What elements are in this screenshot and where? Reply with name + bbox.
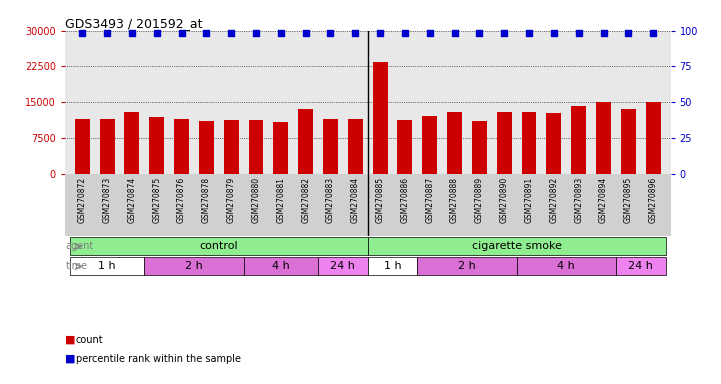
Text: GSM270892: GSM270892 [549, 177, 558, 223]
Point [424, 30, 435, 36]
Point [300, 30, 311, 36]
Bar [99, 119, 115, 174]
Bar [368, 237, 665, 255]
Text: GSM270881: GSM270881 [276, 177, 286, 223]
Bar [224, 120, 239, 174]
Text: GSM270888: GSM270888 [450, 177, 459, 223]
Text: time: time [66, 262, 87, 271]
Point [275, 30, 287, 36]
Text: GSM270874: GSM270874 [128, 177, 136, 223]
Text: GSM270895: GSM270895 [624, 177, 633, 223]
Text: 1 h: 1 h [98, 262, 116, 271]
Bar [70, 237, 368, 255]
Bar [616, 258, 665, 275]
Point [399, 30, 411, 36]
Point [498, 30, 510, 36]
Text: 4 h: 4 h [272, 262, 290, 271]
Text: ■: ■ [65, 335, 76, 345]
Bar [621, 109, 636, 174]
Bar [646, 102, 660, 174]
Point [151, 30, 162, 36]
Text: 2 h: 2 h [185, 262, 203, 271]
Bar [447, 112, 462, 174]
Bar [571, 106, 586, 174]
Bar [144, 258, 244, 275]
Text: 4 h: 4 h [557, 262, 575, 271]
Bar [174, 119, 189, 174]
Text: GSM270880: GSM270880 [252, 177, 260, 223]
Text: 24 h: 24 h [628, 262, 653, 271]
Text: GSM270875: GSM270875 [152, 177, 162, 223]
Text: GSM270893: GSM270893 [574, 177, 583, 223]
Bar [373, 62, 388, 174]
Text: 2 h: 2 h [458, 262, 476, 271]
Text: GDS3493 / 201592_at: GDS3493 / 201592_at [65, 17, 203, 30]
Point [324, 30, 336, 36]
Text: GSM270889: GSM270889 [475, 177, 484, 223]
Point [598, 30, 609, 36]
Bar [70, 258, 144, 275]
Bar [517, 258, 616, 275]
Text: control: control [200, 242, 238, 252]
Point [350, 30, 361, 36]
Text: GSM270896: GSM270896 [649, 177, 658, 223]
Text: count: count [76, 335, 103, 345]
Point [647, 30, 659, 36]
Bar [149, 118, 164, 174]
Point [622, 30, 634, 36]
Text: GSM270890: GSM270890 [500, 177, 509, 223]
Bar [323, 119, 338, 174]
Text: GSM270879: GSM270879 [226, 177, 236, 223]
Text: GSM270876: GSM270876 [177, 177, 186, 223]
Bar [423, 116, 437, 174]
Bar [417, 258, 517, 275]
Point [226, 30, 237, 36]
Bar [125, 112, 139, 174]
Bar [497, 112, 512, 174]
Point [200, 30, 212, 36]
Text: GSM270887: GSM270887 [425, 177, 434, 223]
Point [448, 30, 460, 36]
Text: ■: ■ [65, 354, 76, 364]
Text: GSM270884: GSM270884 [351, 177, 360, 223]
Text: GSM270873: GSM270873 [102, 177, 112, 223]
Text: GSM270886: GSM270886 [400, 177, 410, 223]
Text: 24 h: 24 h [330, 262, 355, 271]
Bar [596, 102, 611, 174]
Bar [273, 122, 288, 174]
Point [102, 30, 113, 36]
Bar [199, 121, 214, 174]
Text: 1 h: 1 h [384, 262, 402, 271]
Bar [298, 109, 313, 174]
Point [76, 30, 88, 36]
Point [176, 30, 187, 36]
Bar [318, 258, 368, 275]
Point [474, 30, 485, 36]
Point [126, 30, 138, 36]
Point [573, 30, 585, 36]
Bar [249, 120, 263, 174]
Bar [244, 258, 318, 275]
Point [548, 30, 559, 36]
Point [523, 30, 535, 36]
Point [374, 30, 386, 36]
Text: GSM270878: GSM270878 [202, 177, 211, 223]
Text: GSM270883: GSM270883 [326, 177, 335, 223]
Text: GSM270885: GSM270885 [376, 177, 384, 223]
Bar [472, 121, 487, 174]
Text: cigarette smoke: cigarette smoke [472, 242, 562, 252]
Bar [348, 119, 363, 174]
Text: agent: agent [66, 242, 94, 252]
Text: GSM270891: GSM270891 [525, 177, 534, 223]
Text: GSM270872: GSM270872 [78, 177, 87, 223]
Bar [368, 258, 417, 275]
Point [250, 30, 262, 36]
Bar [397, 120, 412, 174]
Text: GSM270882: GSM270882 [301, 177, 310, 223]
Text: percentile rank within the sample: percentile rank within the sample [76, 354, 241, 364]
Bar [521, 112, 536, 174]
Text: GSM270894: GSM270894 [599, 177, 608, 223]
Bar [75, 119, 89, 174]
Bar [547, 113, 562, 174]
